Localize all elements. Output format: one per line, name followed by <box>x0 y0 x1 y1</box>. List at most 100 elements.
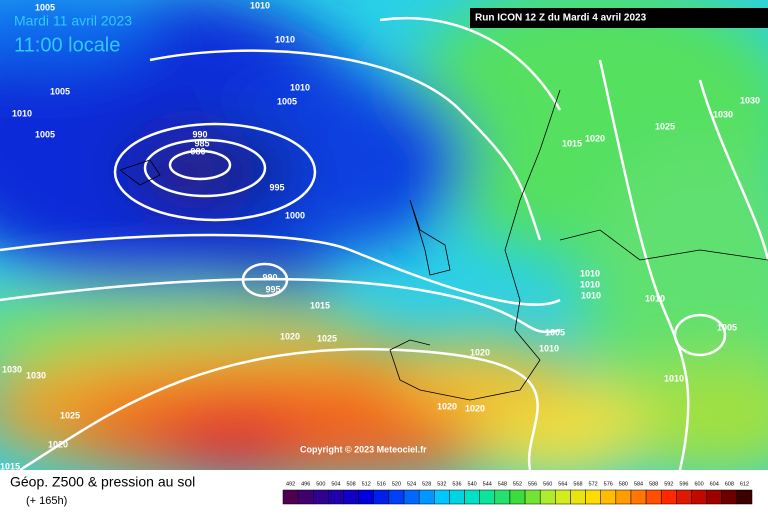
scale-swatch <box>691 489 707 505</box>
isobar-label: 1015 <box>310 300 330 310</box>
scale-swatch <box>509 489 526 505</box>
scale-swatch <box>479 489 496 505</box>
isobar-label: 1020 <box>470 347 490 357</box>
scale-swatch <box>615 489 632 505</box>
forecast-date: Mardi 11 avril 2023 <box>14 13 132 29</box>
scale-label: 540 <box>468 481 477 487</box>
isobar-label: 1015 <box>0 461 20 471</box>
isobar-label: 1010 <box>12 108 32 118</box>
isobar-label: 1020 <box>280 331 300 341</box>
forecast-time: 11:00 locale <box>14 34 120 56</box>
scale-label: 512 <box>362 481 371 487</box>
scale-swatch <box>600 489 617 505</box>
scale-label: 584 <box>634 481 643 487</box>
scale-label: 572 <box>589 481 598 487</box>
scale-swatch <box>343 489 359 505</box>
isobar-label: 1025 <box>655 121 675 131</box>
isobar-label: 990 <box>262 272 277 282</box>
isobar-lines <box>0 16 768 472</box>
isobar-label: 1010 <box>580 279 600 289</box>
isobar-label: 1005 <box>35 2 55 12</box>
isobar-label: 1010 <box>290 82 310 92</box>
isobar-label: 1005 <box>545 327 565 337</box>
scale-label: 536 <box>452 481 461 487</box>
isobar-label: 1010 <box>539 343 559 353</box>
scale-label: 568 <box>573 481 582 487</box>
scale-swatch <box>585 489 601 505</box>
scale-swatch <box>313 489 329 505</box>
scale-swatch <box>645 489 662 505</box>
color-scale: 492 496 500 504 508 512 516 520 524 528 532 536 540 5… <box>282 481 753 505</box>
scale-swatch <box>706 489 722 505</box>
scale-swatch <box>660 489 677 505</box>
isobar-label: 1025 <box>317 333 337 343</box>
isobar-label: 1010 <box>580 268 600 278</box>
scale-swatch <box>373 489 390 505</box>
scale-swatch <box>282 489 299 505</box>
isobar-label: 1020 <box>437 401 457 411</box>
scale-swatch <box>297 489 314 505</box>
scale-label: 492 <box>286 481 295 487</box>
scale-swatch <box>403 489 420 505</box>
scale-swatch <box>721 489 738 505</box>
scale-swatch <box>494 489 511 505</box>
scale-label: 520 <box>392 481 401 487</box>
coastlines <box>119 89 768 401</box>
isobar-label: 985 <box>194 138 209 148</box>
scale-label: 548 <box>498 481 507 487</box>
isobar-label: 1025 <box>60 410 80 420</box>
run-banner <box>470 8 768 28</box>
scale-label: 560 <box>543 481 552 487</box>
isobar-label: 1020 <box>585 133 605 143</box>
isobar-label: 1005 <box>277 96 297 106</box>
scale-label: 588 <box>649 481 658 487</box>
scale-label: 580 <box>619 481 628 487</box>
scale-swatch <box>570 489 586 505</box>
isobar-labels: 1005 101010101005101010051010100599098598… <box>0 0 761 471</box>
isobar-label: 990 <box>192 129 207 139</box>
isobar-label: 1000 <box>285 210 305 220</box>
scale-label: 600 <box>694 481 703 487</box>
scale-swatch <box>434 489 450 505</box>
scale-label: 516 <box>377 481 386 487</box>
isobar-label: 1010 <box>581 290 601 300</box>
scale-label: 524 <box>407 481 416 487</box>
copyright: Copyright © 2023 Meteociel.fr <box>300 444 427 454</box>
isobar-label: 1020 <box>48 439 68 449</box>
scale-label: 500 <box>316 481 325 487</box>
scale-swatch <box>676 489 692 505</box>
scale-swatch <box>388 489 405 505</box>
scale-swatch <box>630 489 647 505</box>
isobar-label: 1030 <box>713 109 733 119</box>
scale-label: 528 <box>422 481 431 487</box>
scale-label: 552 <box>513 481 522 487</box>
run-info: Run ICON 12 Z du Mardi 4 avril 2023 <box>475 13 647 24</box>
scale-swatch <box>418 489 435 505</box>
scale-swatch <box>464 489 480 505</box>
scale-label: 596 <box>679 481 688 487</box>
scale-swatch <box>449 489 465 505</box>
footer-title: Géop. Z500 & pression au sol <box>10 474 195 490</box>
scale-label: 508 <box>346 481 355 487</box>
scale-label: 608 <box>725 481 734 487</box>
isobar-label: 1030 <box>740 95 760 105</box>
isobar-label: 1015 <box>562 138 582 148</box>
isobar-label: 995 <box>265 284 280 294</box>
scale-label: 532 <box>437 481 446 487</box>
scale-label: 604 <box>710 481 719 487</box>
footer-lead: (+ 165h) <box>26 495 67 507</box>
isobar-label: 1030 <box>2 364 22 374</box>
isobar-label: 980 <box>190 146 205 156</box>
isobar-label: 1005 <box>35 129 55 139</box>
scale-label: 544 <box>483 481 492 487</box>
scale-label: 556 <box>528 481 537 487</box>
isobar-label: 1010 <box>645 293 665 303</box>
isobar-label: 1010 <box>275 34 295 44</box>
scale-swatch <box>539 489 556 505</box>
isobar-label: 1010 <box>664 373 684 383</box>
scale-label: 592 <box>664 481 673 487</box>
scale-label: 564 <box>558 481 567 487</box>
scale-swatch <box>524 489 541 505</box>
